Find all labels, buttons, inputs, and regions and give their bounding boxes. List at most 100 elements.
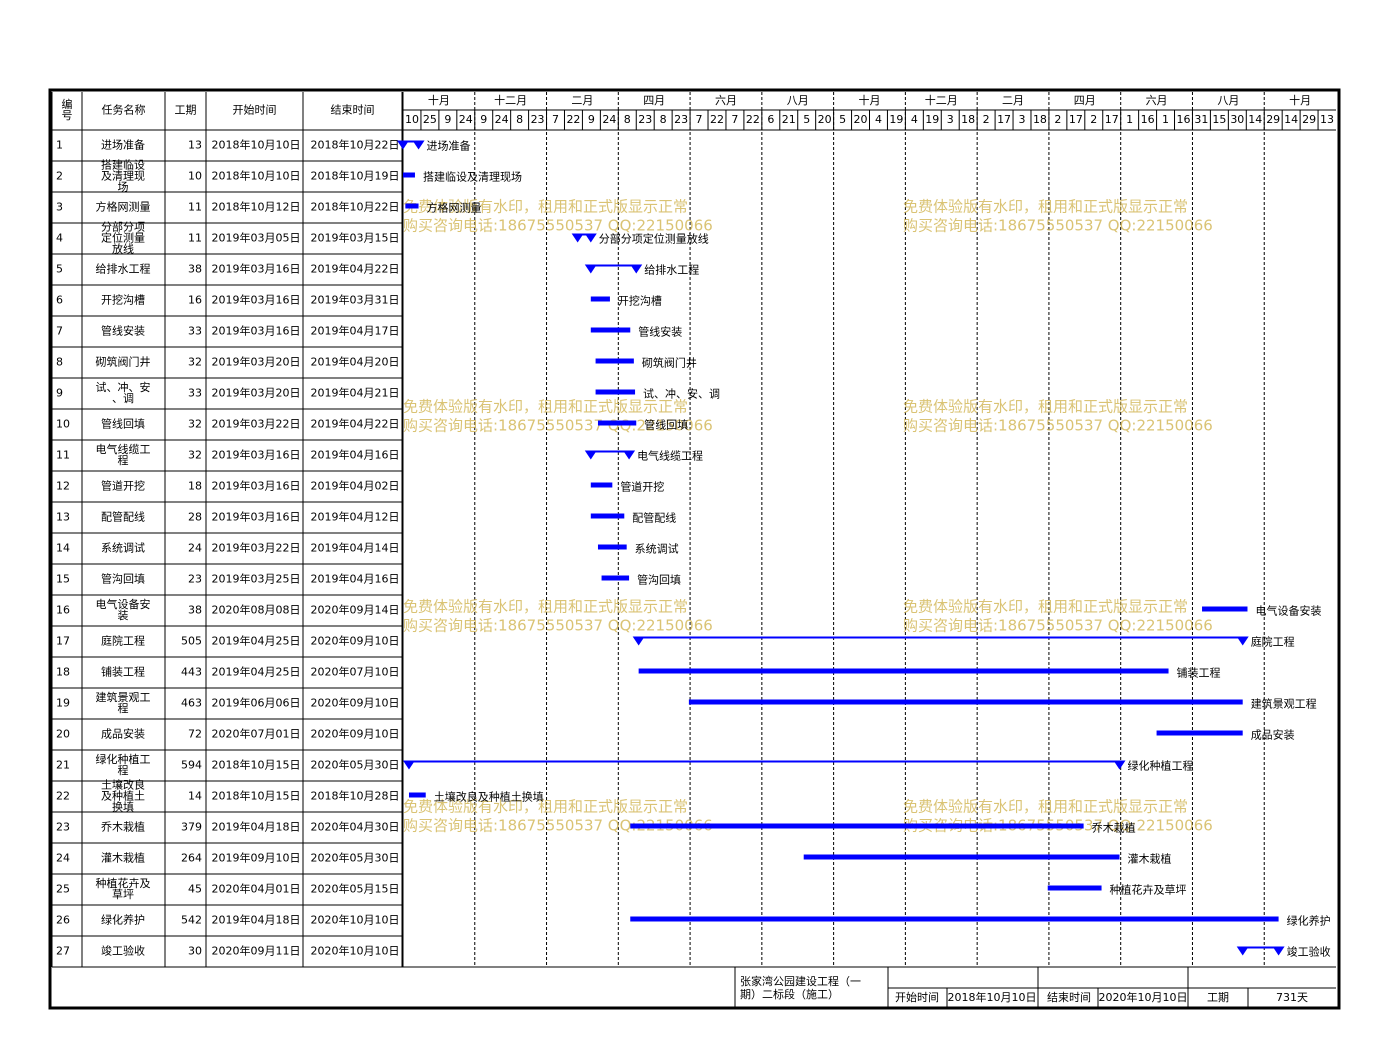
task-end: 2019年04月21日 xyxy=(311,386,400,400)
watermark: 购买咨询电话:18675550537 QQ:22150066 xyxy=(903,617,1213,635)
x-tick-label: 24 xyxy=(459,113,473,126)
task-id: 3 xyxy=(56,201,63,214)
task-bar xyxy=(405,203,419,209)
bar-label: 乔木栽植 xyxy=(1092,821,1136,835)
summary-marker xyxy=(412,140,425,150)
summary-marker xyxy=(1236,636,1249,646)
x-tick-label: 19 xyxy=(889,113,903,126)
month-label: 十月 xyxy=(1289,93,1311,107)
bar-label: 管线回填 xyxy=(644,418,688,432)
task-end: 2018年10月22日 xyxy=(311,138,400,152)
x-tick-label: 20 xyxy=(854,113,868,126)
task-id: 6 xyxy=(56,294,63,307)
task-bar xyxy=(590,296,610,302)
month-label: 四月 xyxy=(1074,94,1096,107)
task-duration: 45 xyxy=(188,883,202,896)
task-bar xyxy=(590,327,631,333)
task-end: 2019年04月14日 xyxy=(311,541,400,555)
column-header: 工期 xyxy=(175,104,197,117)
task-duration: 379 xyxy=(181,821,202,834)
outer-border xyxy=(48,88,1341,1010)
task-duration: 24 xyxy=(188,542,202,555)
task-start: 2018年10月10日 xyxy=(212,138,301,152)
task-name: 绿化养护 xyxy=(101,913,145,927)
summary-marker xyxy=(1113,760,1126,770)
task-id: 16 xyxy=(56,604,70,617)
x-tick-label: 29 xyxy=(1302,113,1316,126)
column-header: 开始时间 xyxy=(233,103,277,117)
task-end: 2019年04月16日 xyxy=(311,572,400,586)
task-duration: 443 xyxy=(181,666,202,679)
task-start: 2019年03月16日 xyxy=(212,293,301,307)
task-id: 9 xyxy=(56,387,63,400)
task-name: 乔木栽植 xyxy=(101,820,145,834)
task-start: 2019年09月10日 xyxy=(212,851,301,865)
task-duration: 505 xyxy=(181,635,202,648)
task-name: 开挖沟槽 xyxy=(101,293,145,307)
footer-title: 张家湾公园建设工程（一期）二标段（施工） xyxy=(740,974,861,1001)
task-id: 1 xyxy=(56,139,63,152)
task-bar xyxy=(1202,606,1248,612)
task-bar xyxy=(601,575,630,581)
x-tick-label: 14 xyxy=(1248,113,1262,126)
task-id: 8 xyxy=(56,356,63,369)
x-tick-label: 18 xyxy=(1033,113,1047,126)
watermark: 免费体验版有水印，租用和正式版显示正常 xyxy=(903,198,1188,216)
task-duration: 463 xyxy=(181,697,202,710)
x-tick-label: 22 xyxy=(710,113,724,126)
x-tick-label: 23 xyxy=(638,113,652,126)
task-end: 2018年10月28日 xyxy=(311,789,400,803)
month-label: 六月 xyxy=(1146,94,1168,107)
watermark: 免费体验版有水印，租用和正式版显示正常 xyxy=(903,798,1188,816)
task-name: 电气设备安装 xyxy=(96,597,151,622)
bar-label: 土壤改良及种植土换填 xyxy=(434,790,544,804)
task-name: 试、冲、安、调 xyxy=(96,380,151,405)
task-start: 2018年10月12日 xyxy=(212,200,301,214)
task-name: 管道开挖 xyxy=(101,479,145,493)
task-id: 15 xyxy=(56,573,70,586)
task-end: 2020年09月10日 xyxy=(311,696,400,710)
task-start: 2019年03月16日 xyxy=(212,479,301,493)
bar-label: 系统调试 xyxy=(635,543,679,556)
bar-label: 配管配线 xyxy=(632,511,676,525)
month-label: 四月 xyxy=(643,94,665,107)
x-tick-label: 2 xyxy=(1090,113,1097,126)
task-name: 砌筑阀门井 xyxy=(96,355,151,369)
x-tick-label: 18 xyxy=(961,113,975,126)
x-tick-label: 4 xyxy=(875,113,882,126)
x-tick-label: 8 xyxy=(660,113,667,126)
watermark: 免费体验版有水印，租用和正式版显示正常 xyxy=(903,398,1188,416)
footer-end: 2020年10月10日 xyxy=(1099,990,1188,1004)
task-bar xyxy=(630,916,1279,922)
task-start: 2018年10月15日 xyxy=(212,789,301,803)
task-duration: 28 xyxy=(188,511,202,524)
summary-marker xyxy=(1236,946,1249,956)
month-label: 十月 xyxy=(859,93,881,107)
x-tick-label: 3 xyxy=(1019,113,1026,126)
x-tick-label: 7 xyxy=(552,113,559,126)
watermark: 免费体验版有水印，租用和正式版显示正常 xyxy=(403,398,688,416)
bar-label: 电气线缆工程 xyxy=(637,449,703,463)
task-name: 方格网测量 xyxy=(96,200,151,214)
bar-label: 管线安装 xyxy=(638,325,682,339)
task-name: 土壤改良及种植土换填 xyxy=(101,778,145,814)
footer-duration-label: 工期 xyxy=(1207,991,1229,1004)
task-start: 2019年04月25日 xyxy=(212,665,301,679)
task-end: 2019年04月16日 xyxy=(311,448,400,462)
bar-label: 管沟回填 xyxy=(637,573,681,587)
task-name: 建筑景观工程 xyxy=(96,690,151,715)
task-id: 21 xyxy=(56,759,70,772)
task-bar xyxy=(403,172,415,178)
bar-label: 绿化种植工程 xyxy=(1127,759,1193,773)
task-bar xyxy=(638,668,1169,674)
bar-label: 电气设备安装 xyxy=(1255,604,1321,618)
task-id: 26 xyxy=(56,914,70,927)
task-duration: 594 xyxy=(181,759,202,772)
column-header: 结束时间 xyxy=(331,104,375,117)
task-start: 2019年03月05日 xyxy=(212,231,301,245)
x-tick-label: 22 xyxy=(566,113,580,126)
x-tick-label: 5 xyxy=(803,113,810,126)
task-end: 2019年04月22日 xyxy=(311,262,400,276)
task-start: 2020年08月08日 xyxy=(212,603,301,617)
task-end: 2020年10月10日 xyxy=(311,944,400,958)
